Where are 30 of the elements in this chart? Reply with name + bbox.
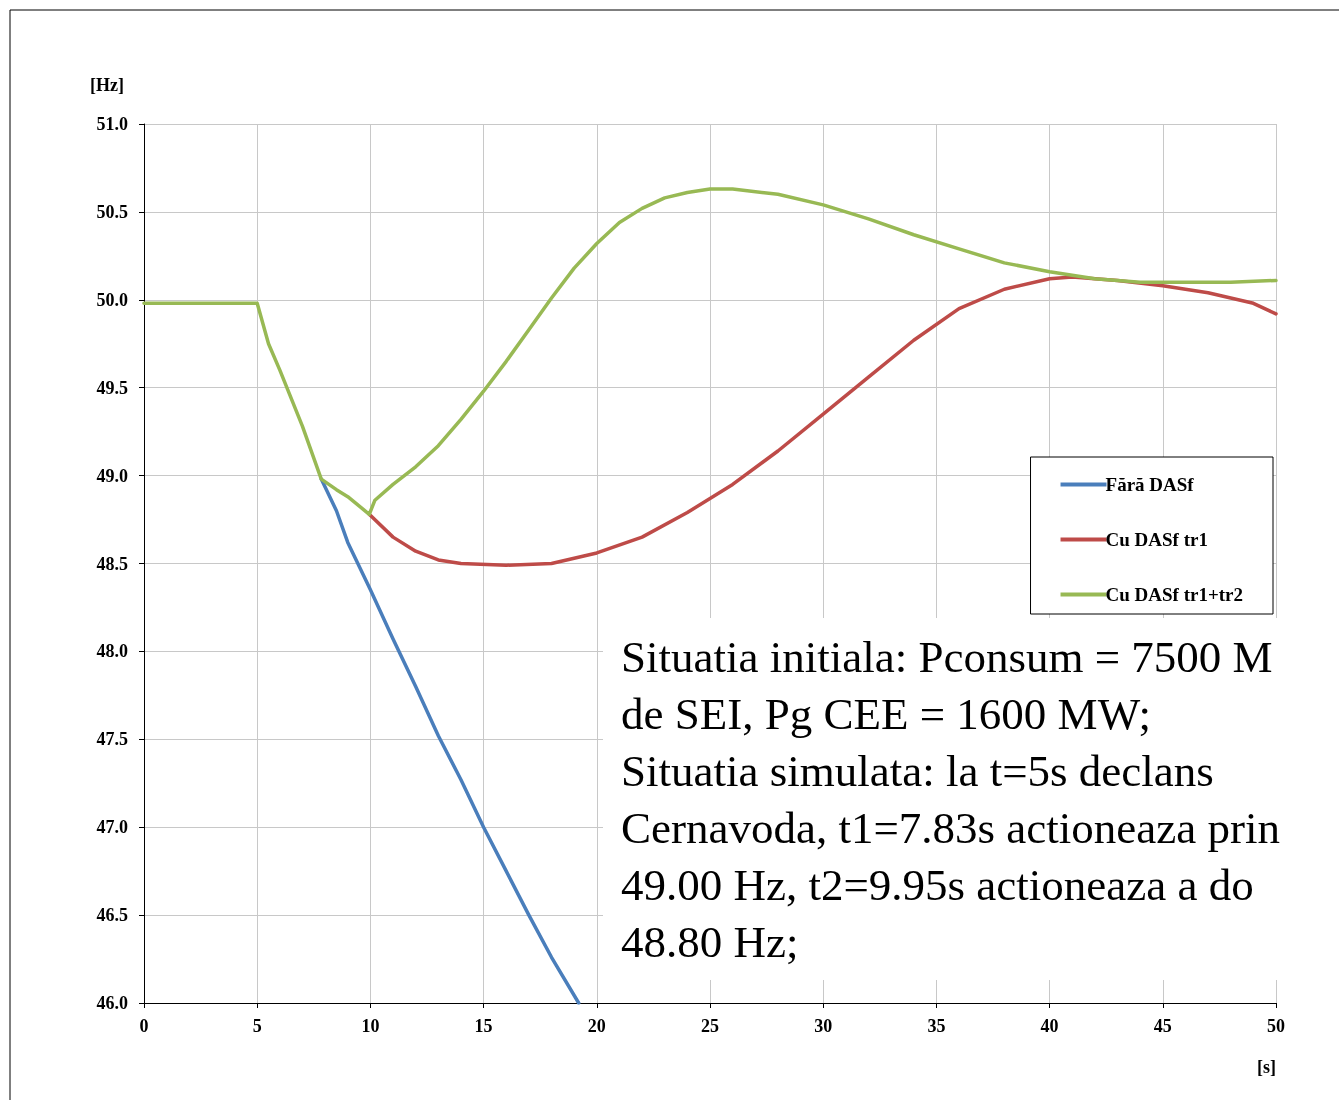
y-axis-title: [Hz] [90,75,124,95]
annotation: Situatia initiala: Pconsum = 7500 M de SEI, Pg CEE = 1600 MW; Situatia simulata: la t=5s declans Cernavoda, t1=7.83s actioneaza prin 49.00 Hz, t2=9.95s actioneaza a do 48.80 Hz; [621,631,1280,967]
y-tick-label: 50.0 [96,289,128,310]
x-tick-label: 5 [252,1016,262,1036]
y-tick-label: 46.5 [96,905,128,926]
legend-label: Cu DASf tr1 [1105,529,1208,550]
y-tick-label: 49.5 [96,377,128,398]
x-tick-label: 45 [1153,1016,1172,1036]
y-tick-label: 48.5 [96,553,128,574]
y-tick-label: 47.0 [96,817,128,838]
x-tick-label: 10 [361,1016,380,1036]
x-tick-label: 30 [814,1016,833,1036]
x-tick-label: 50 [1267,1016,1285,1036]
x-tick-label: 35 [927,1016,946,1036]
x-tick-label: 15 [474,1016,493,1036]
x-tick-label: 25 [701,1016,719,1036]
x-tick-label: 40 [1040,1016,1059,1036]
y-tick-label: 50.5 [96,201,128,222]
line-series [367,275,1278,568]
y-tick-label: 46.0 [96,993,128,1013]
legend-label: Cu DASf tr1+tr2 [1105,584,1244,605]
y-tick-label: 48.0 [96,641,128,662]
y-tick-label: 49.0 [96,465,128,486]
legend-label: Fără DASf [1105,474,1195,495]
y-tick-label: 47.5 [96,729,128,750]
y-tick-label: 51.0 [96,114,128,134]
x-tick-label: 0 [139,1016,149,1036]
x-tick-label: 20 [587,1016,606,1036]
x-axis-title: [s] [1257,1057,1276,1077]
line-series [142,187,1278,517]
